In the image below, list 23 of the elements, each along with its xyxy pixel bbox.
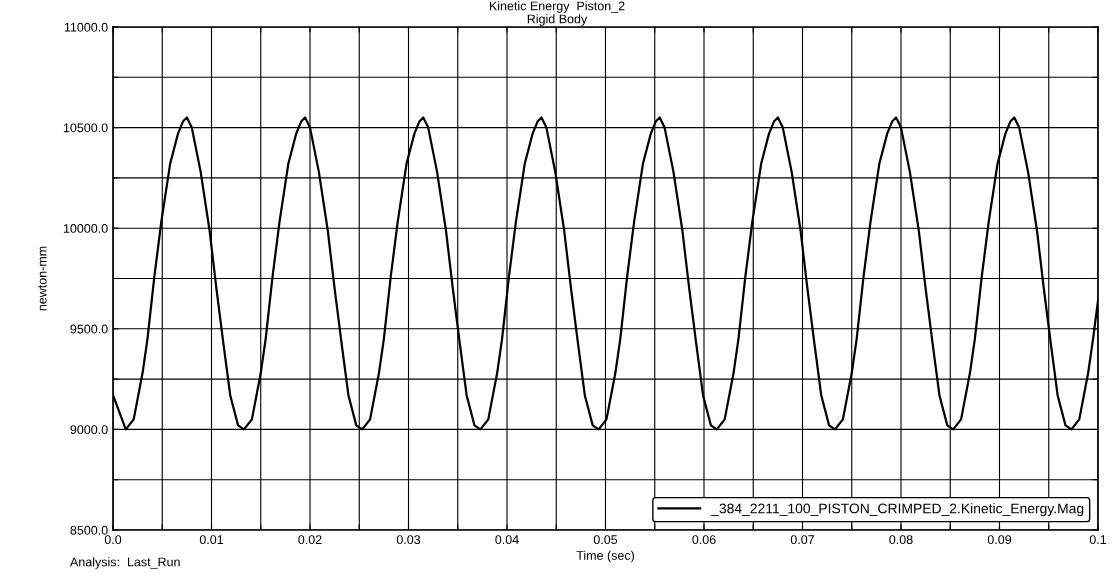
y-tick-label: 11000.0 <box>64 22 108 32</box>
x-tick-label: 0.04 <box>495 535 519 545</box>
y-tick-label: 9500.0 <box>70 324 108 334</box>
y-tick-label: 8500.0 <box>70 525 108 535</box>
y-axis-title: newton-mm <box>38 246 47 311</box>
x-tick-label: 0.03 <box>396 535 421 545</box>
x-tick-label: 0.06 <box>692 535 716 545</box>
chart-subtitle: Rigid Body <box>527 14 588 26</box>
legend-label: _384_2211_100_PISTON_CRIMPED_2.Kinetic_Energy.Mag <box>710 503 1084 517</box>
y-tick-label: 9000.0 <box>70 425 108 435</box>
x-tick-label: 0.01 <box>199 535 224 545</box>
x-tick-label: 0.07 <box>790 535 815 545</box>
x-axis-title: Time (sec) <box>576 550 635 563</box>
text: Analysis: Last_Run <box>70 557 180 569</box>
y-tick-label: 10500.0 <box>63 123 108 133</box>
x-tick-label: 0.0 <box>104 535 122 545</box>
y-tick-label: 10000.0 <box>63 224 108 233</box>
x-tick-label: 0.05 <box>593 535 618 545</box>
chart-title: Kinetic Energy Piston_2 <box>489 1 625 13</box>
x-tick-label: 0.1 <box>1089 535 1107 545</box>
x-tick-label: 0.08 <box>889 535 913 545</box>
x-tick-label: 0.09 <box>987 535 1012 545</box>
x-tick-label: 0.02 <box>298 535 322 545</box>
